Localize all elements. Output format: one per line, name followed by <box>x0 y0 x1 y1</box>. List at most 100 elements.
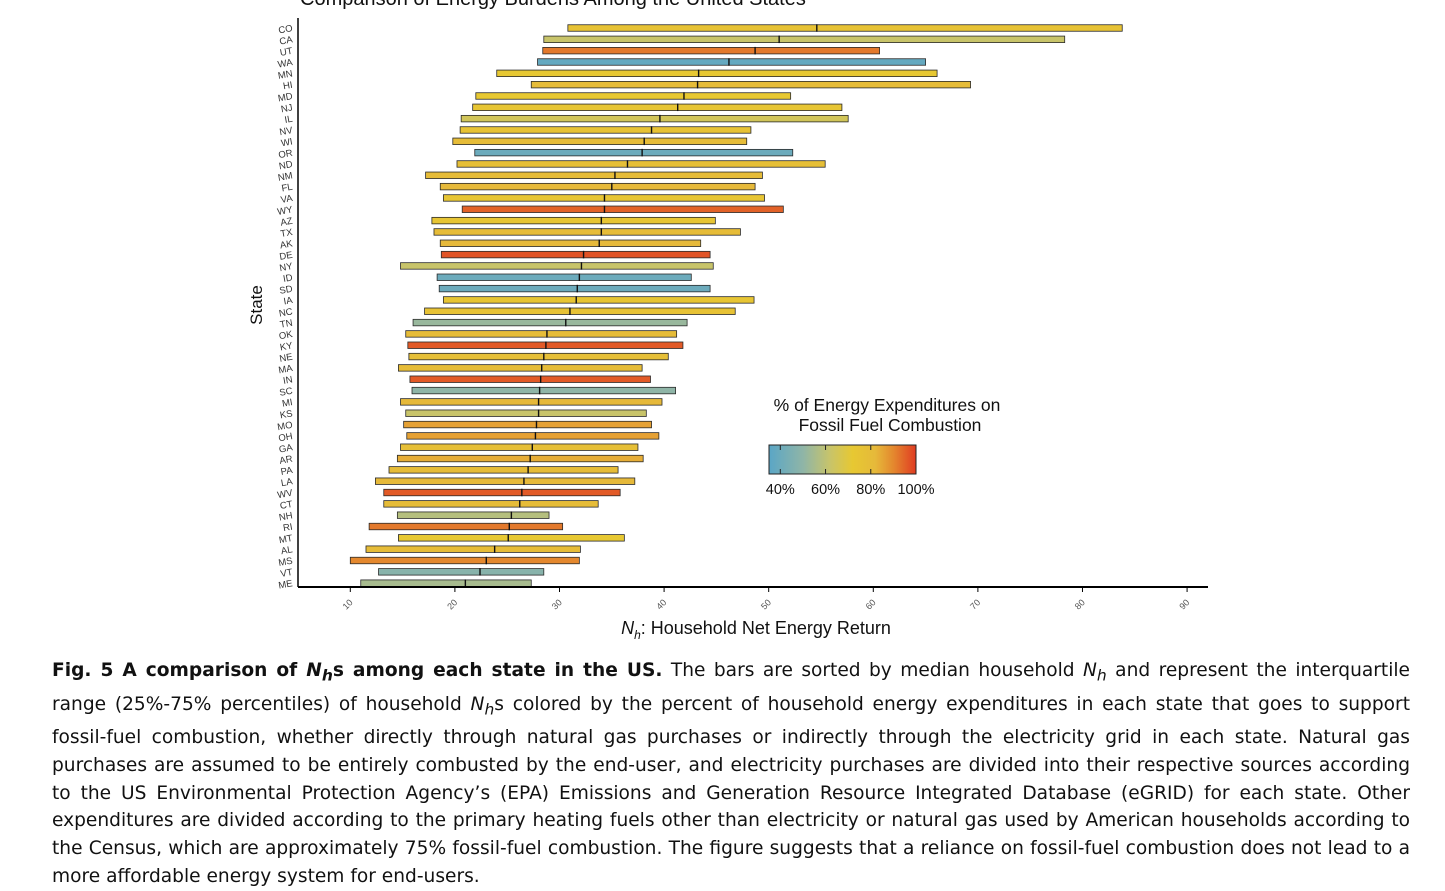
bar-de <box>440 250 711 259</box>
bar-tn <box>412 318 688 327</box>
state-label-va: VA <box>280 193 294 206</box>
state-labels: COCAUTWAMNHIMDNJILNVWIORNDNMFLVAWYAZTXAK… <box>277 23 295 591</box>
x-axis-title: Nh: Household Net Energy Return <box>621 618 891 642</box>
x-tick-label-20: 20 <box>445 597 459 611</box>
state-label-nh: NH <box>278 510 294 523</box>
bar-ks <box>405 409 647 417</box>
state-label-in: IN <box>282 374 293 387</box>
state-label-wy: WY <box>277 204 295 218</box>
legend-title-line1: % of Energy Expenditures on <box>774 395 1001 415</box>
state-label-or: OR <box>278 148 294 161</box>
state-label-id: ID <box>282 272 293 285</box>
state-label-mo: MO <box>277 420 294 433</box>
bar-ms <box>349 556 580 565</box>
bar-wy <box>461 205 784 213</box>
state-label-ny: NY <box>279 261 295 274</box>
x-tick-label-80: 80 <box>1073 597 1087 611</box>
bars-layer <box>349 24 1123 587</box>
bar-nc <box>424 307 736 315</box>
bar-ia <box>442 296 755 304</box>
x-tick-label-90: 90 <box>1177 597 1191 611</box>
bar-id <box>436 273 692 281</box>
bar-sd <box>438 284 711 293</box>
x-tick-label-30: 30 <box>550 597 564 611</box>
state-label-ct: CT <box>279 499 294 512</box>
legend-tick-label-60: 60% <box>811 482 840 498</box>
state-label-nc: NC <box>278 306 294 319</box>
state-label-ma: MA <box>278 363 295 376</box>
state-label-ca: CA <box>279 34 295 47</box>
bar-wa <box>537 58 926 66</box>
x-ticks: 10 20 30 40 50 60 70 80 90 <box>341 587 1191 611</box>
color-legend: % of Energy Expenditures on Fossil Fuel … <box>766 395 1001 498</box>
state-label-co: CO <box>278 23 294 36</box>
state-label-pa: PA <box>280 465 294 478</box>
state-label-tx: TX <box>280 227 295 240</box>
bar-oh <box>406 432 660 440</box>
legend-tick-label-100: 100% <box>897 482 934 498</box>
x-tick-label-10: 10 <box>341 597 355 611</box>
figure-caption: Fig. 5 A comparison of Nhs among each st… <box>52 660 1410 888</box>
state-label-ak: AK <box>279 238 294 251</box>
bar-wv <box>383 488 621 497</box>
energy-return-chart: COCAUTWAMNHIMDNJILNVWIORNDNMFLVAWYAZTXAK… <box>247 18 1208 642</box>
bar-wi <box>452 137 748 145</box>
state-label-ia: IA <box>283 295 294 308</box>
state-label-ar: AR <box>279 454 294 467</box>
state-label-me: ME <box>278 578 294 591</box>
chart-title: Comparison of Energy Burdens Among the U… <box>300 0 806 11</box>
bar-sc <box>411 386 676 395</box>
bar-mo <box>403 420 652 429</box>
bar-ar <box>396 454 644 463</box>
bar-tx <box>433 228 741 236</box>
state-label-la: LA <box>280 476 294 489</box>
bar-nj <box>472 103 843 111</box>
state-label-nj: NJ <box>280 102 294 115</box>
bar-il <box>460 114 849 123</box>
bar-pa <box>388 466 619 474</box>
x-axis-text: : Household Net Energy Return <box>641 618 891 638</box>
bar-nm <box>425 171 763 179</box>
state-label-ne: NE <box>279 352 294 365</box>
state-label-il: IL <box>284 114 294 126</box>
state-label-nv: NV <box>279 125 295 138</box>
x-tick-label-40: 40 <box>654 597 668 611</box>
legend-tick-label-40: 40% <box>766 482 795 498</box>
state-label-fl: FL <box>281 182 294 195</box>
state-label-wi: WI <box>280 136 293 149</box>
state-label-wv: WV <box>277 488 295 502</box>
bar-vt <box>378 568 545 576</box>
bar-nh <box>396 511 550 519</box>
caption-fig-label: Fig. 5 A comparison of Nhs among each st… <box>52 660 663 685</box>
bar-in <box>409 375 651 383</box>
bar-ct <box>383 500 599 508</box>
state-label-ri: RI <box>282 522 293 534</box>
bar-mn <box>496 69 938 77</box>
bar-az <box>431 216 716 225</box>
state-label-ky: KY <box>279 340 294 353</box>
bar-nv <box>459 126 752 134</box>
bar-ak <box>439 239 702 247</box>
legend-tick-label-80: 80% <box>856 482 885 498</box>
state-label-md: MD <box>277 91 294 104</box>
state-label-oh: OH <box>278 431 294 444</box>
medians-layer <box>464 24 818 587</box>
x-axis-symbol: N <box>621 618 635 638</box>
bar-la <box>375 477 636 485</box>
bar-me <box>360 579 532 587</box>
state-label-mi: MI <box>281 397 293 410</box>
bar-ca <box>543 35 1066 43</box>
bar-md <box>475 92 792 100</box>
bar-mi <box>400 398 663 406</box>
state-label-ks: KS <box>279 408 293 421</box>
bar-co <box>567 24 1123 32</box>
state-label-ok: OK <box>278 329 294 342</box>
x-tick-label-70: 70 <box>968 597 982 611</box>
state-label-hi: HI <box>282 80 293 92</box>
bar-mt <box>398 534 625 542</box>
bar-ga <box>400 443 639 451</box>
bar-al <box>365 545 581 553</box>
state-label-ut: UT <box>279 46 294 59</box>
bar-ok <box>405 330 678 338</box>
state-label-mt: MT <box>278 533 294 546</box>
